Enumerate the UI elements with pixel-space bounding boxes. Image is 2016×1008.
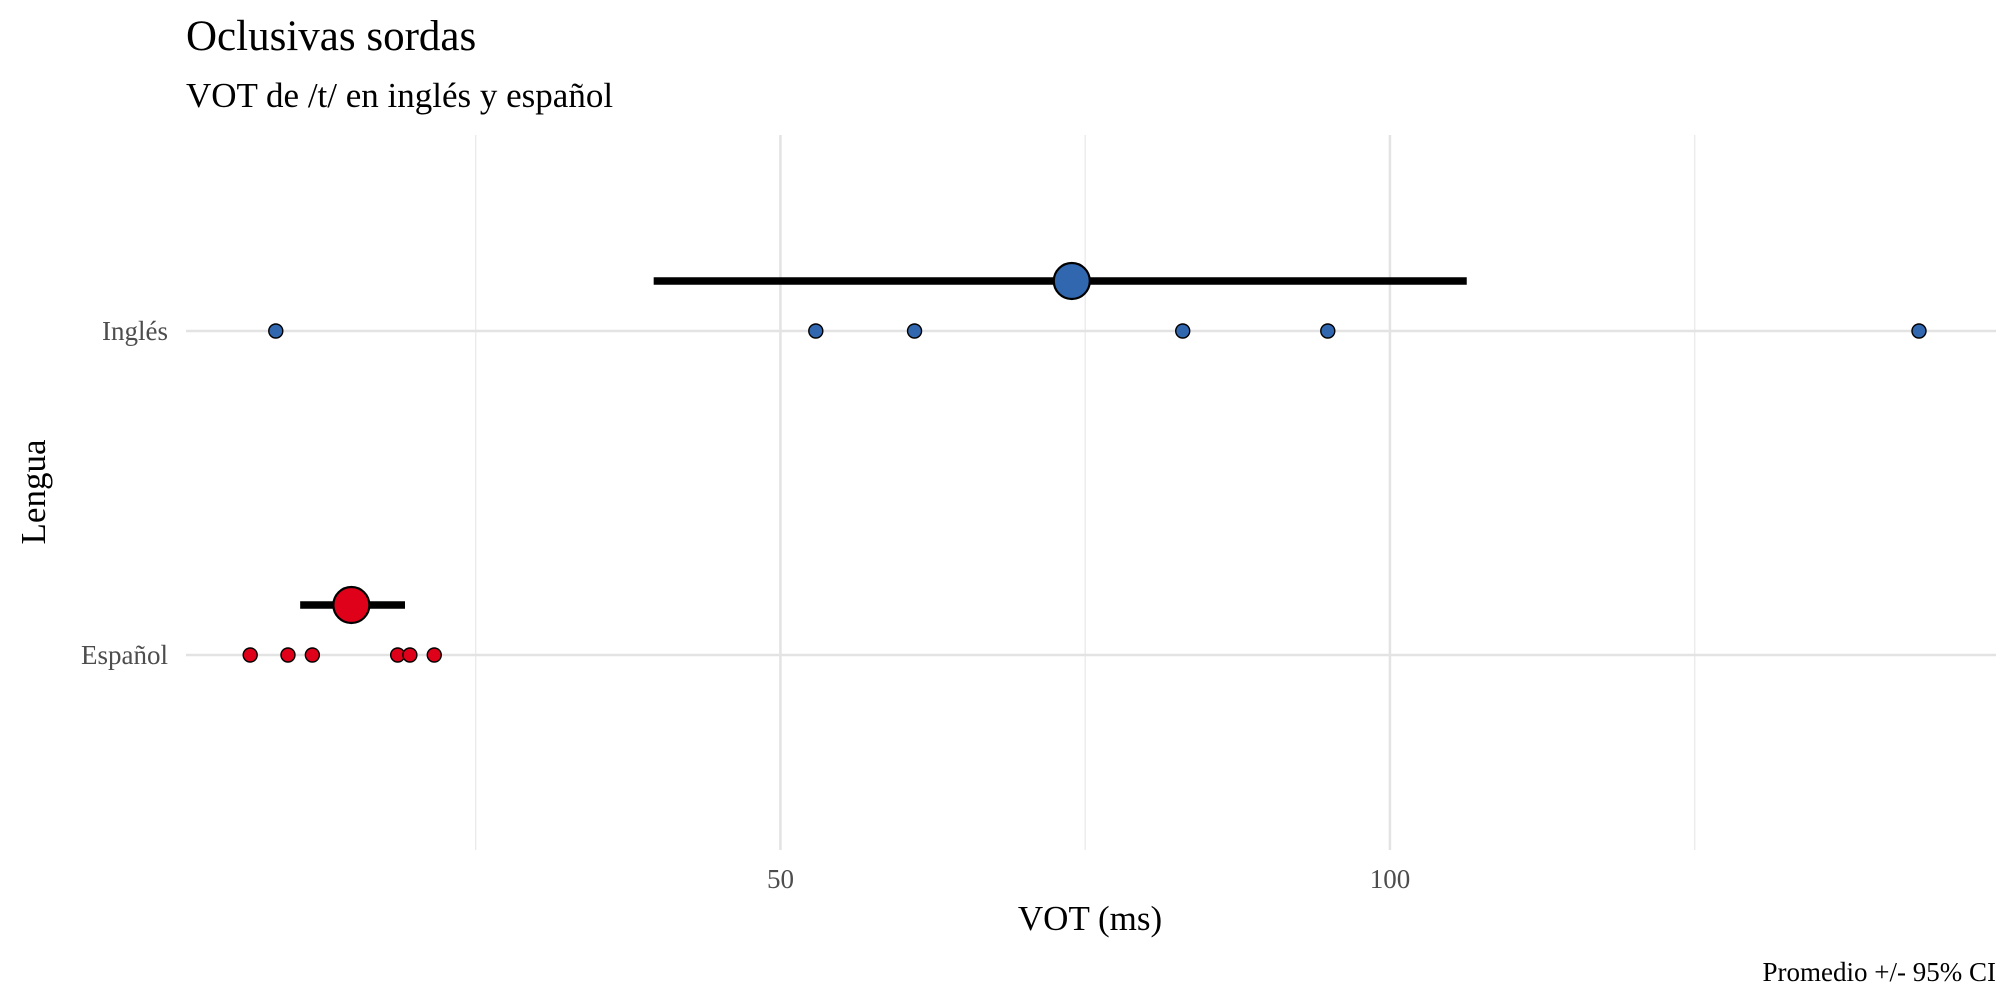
ticks-layer: 50 100 Español Inglés [81, 316, 1410, 894]
mean-layer [332, 261, 1091, 625]
data-point-ingles [808, 323, 824, 339]
data-point-ingles [1911, 323, 1927, 339]
y-tick-label: Español [81, 640, 168, 670]
data-point-espanol [304, 647, 321, 663]
data-point-espanol [242, 647, 258, 663]
data-point-ingles [268, 323, 284, 339]
x-tick-label: 50 [767, 864, 794, 894]
x-axis-title: VOT (ms) [1018, 899, 1162, 938]
data-point-ingles [906, 323, 923, 339]
mean-point-espanol [332, 585, 371, 625]
grid-layer [186, 135, 1996, 850]
chart-caption: Promedio +/- 95% CI [1763, 957, 1996, 987]
data-point-espanol [402, 647, 418, 663]
chart-title: Oclusivas sordas [186, 13, 476, 60]
mean-point-ingles [1052, 261, 1091, 301]
y-axis-title: Lengua [14, 439, 53, 544]
chart-subtitle: VOT de /t/ en inglés y español [186, 76, 613, 115]
y-tick-label: Inglés [102, 316, 168, 346]
data-point-espanol [280, 647, 296, 663]
data-point-espanol [426, 647, 442, 663]
x-tick-label: 100 [1370, 864, 1411, 894]
data-point-ingles [1320, 323, 1336, 339]
points-layer [242, 323, 1927, 663]
data-point-ingles [1175, 323, 1191, 339]
